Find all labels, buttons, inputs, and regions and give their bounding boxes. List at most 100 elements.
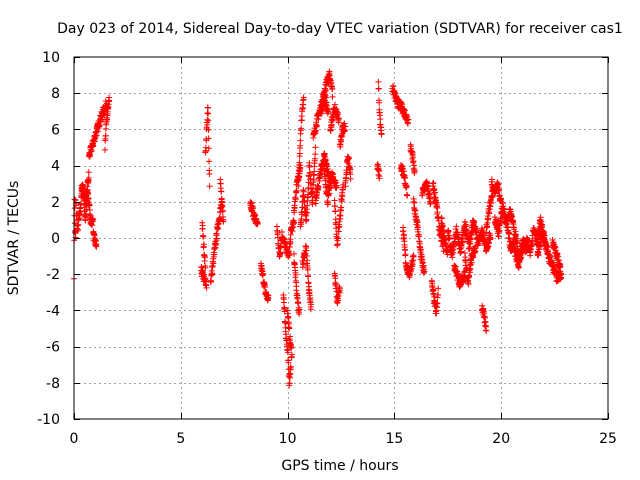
data-point [75, 226, 82, 233]
axis-ticks [74, 57, 609, 420]
data-point [86, 206, 93, 213]
data-point [303, 247, 310, 254]
data-point [199, 225, 206, 232]
data-point [102, 132, 109, 139]
data-point [342, 183, 349, 190]
data-point [558, 271, 565, 278]
data-point [295, 300, 302, 307]
data-point [331, 197, 338, 204]
data-point [501, 206, 508, 213]
data-point [218, 188, 225, 195]
data-point [404, 192, 411, 199]
data-point [202, 264, 209, 271]
data-point [537, 214, 544, 221]
data-point [204, 121, 211, 128]
data-point [342, 123, 349, 130]
data-point [331, 203, 338, 210]
data-point [535, 252, 542, 259]
chart-title: Day 023 of 2014, Sidereal Day-to-day VTE… [57, 21, 623, 37]
y-axis-label: SDTVAR / TECUs [6, 181, 22, 296]
data-point [300, 261, 307, 268]
data-point [204, 116, 211, 123]
data-point [101, 146, 108, 153]
data-point [375, 85, 382, 92]
data-point [405, 116, 412, 123]
data-point [291, 250, 298, 257]
data-point [421, 187, 428, 194]
data-point [339, 193, 346, 200]
data-point [555, 253, 562, 260]
data-point [487, 202, 494, 209]
data-point [310, 176, 317, 183]
data-point [470, 254, 477, 261]
data-point [499, 200, 506, 207]
data-point [210, 260, 217, 267]
x-tick-label: 5 [176, 431, 185, 447]
y-tick-label: 2 [51, 195, 60, 211]
data-point [483, 229, 490, 236]
data-point [286, 325, 293, 332]
data-point [442, 239, 449, 246]
data-point [431, 186, 438, 193]
data-point [318, 168, 325, 175]
data-point [325, 109, 332, 116]
data-point [205, 110, 212, 117]
data-point [481, 319, 488, 326]
data-point [547, 252, 554, 259]
data-point [446, 234, 453, 241]
data-point [315, 184, 322, 191]
data-point [83, 206, 90, 213]
data-point [410, 198, 417, 205]
data-marks [71, 68, 565, 389]
data-point [378, 124, 385, 131]
data-point [260, 271, 267, 278]
data-point [376, 173, 383, 180]
data-point [376, 99, 383, 106]
data-point [297, 142, 304, 149]
data-point [414, 219, 421, 226]
data-point [459, 239, 466, 246]
data-point [312, 127, 319, 134]
data-point [544, 244, 551, 251]
data-point [204, 109, 211, 116]
data-point [286, 380, 293, 387]
data-point [287, 239, 294, 246]
data-point [254, 219, 261, 226]
data-point [291, 205, 298, 212]
data-point [293, 187, 300, 194]
data-point [93, 132, 100, 139]
data-point [85, 174, 92, 181]
data-point [305, 272, 312, 279]
data-point [83, 212, 90, 219]
data-point [212, 240, 219, 247]
data-point [409, 261, 416, 268]
data-point [471, 218, 478, 225]
data-point [333, 106, 340, 113]
data-point [434, 291, 441, 298]
data-point [557, 263, 564, 270]
data-point [247, 198, 254, 205]
data-point [539, 221, 546, 228]
data-point [312, 151, 319, 158]
data-point [335, 228, 342, 235]
data-point [90, 218, 97, 225]
data-point [493, 217, 500, 224]
x-tick-labels: 0 5 10 15 20 25 [70, 431, 617, 447]
data-point [438, 215, 445, 222]
data-point [93, 243, 100, 250]
data-point [292, 195, 299, 202]
data-point [479, 228, 486, 235]
data-point [336, 285, 343, 292]
data-point [277, 249, 284, 256]
data-point [313, 122, 320, 129]
data-point [525, 238, 532, 245]
data-point [414, 222, 421, 229]
data-point [488, 200, 495, 207]
data-point [71, 205, 78, 212]
data-point [334, 241, 341, 248]
y-tick-label: -10 [37, 412, 60, 428]
data-point [466, 244, 473, 251]
data-point [439, 223, 446, 230]
data-point [402, 174, 409, 181]
